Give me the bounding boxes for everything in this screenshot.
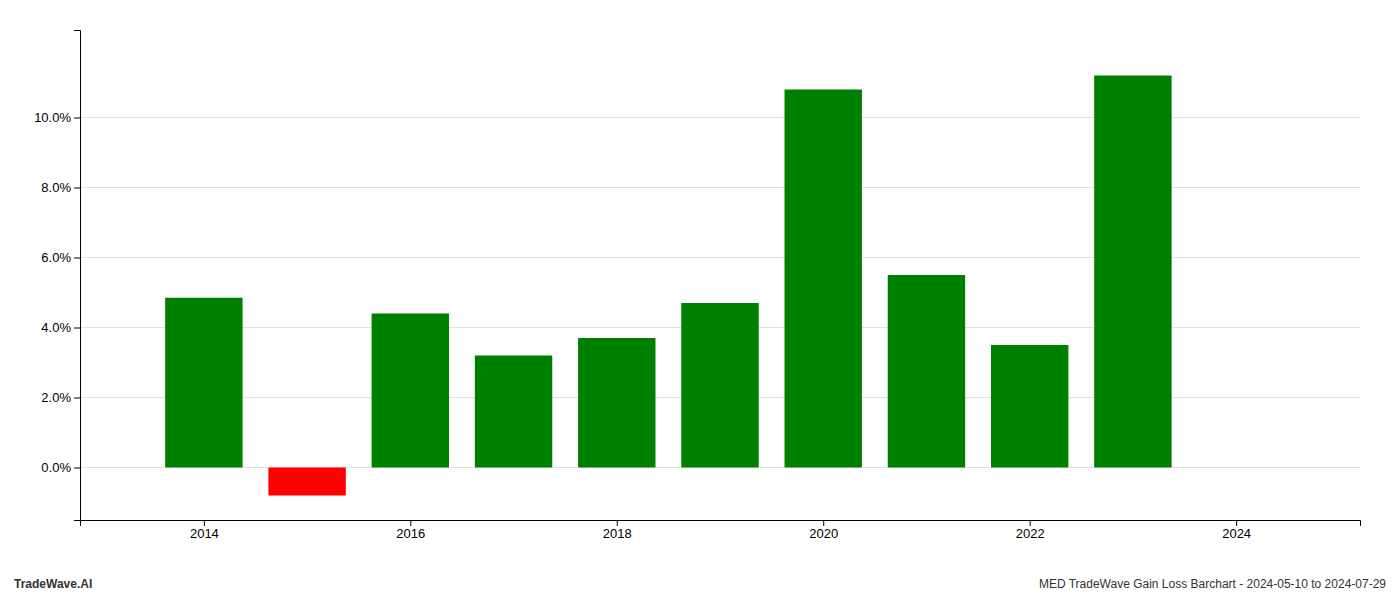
- x-tick: 2018: [603, 520, 632, 541]
- x-tick-label: 2016: [396, 526, 425, 541]
- y-tick-mark: [74, 258, 80, 259]
- x-tick-label: 2022: [1016, 526, 1045, 541]
- x-tick-label: 2014: [190, 526, 219, 541]
- bar: [1094, 76, 1171, 468]
- plot-area: 0.0% 2.0% 4.0% 6.0% 8.0% 10.0% 2014 2016 2018 202…: [34, 31, 1360, 542]
- y-tick-mark: [74, 468, 80, 469]
- bars: [165, 76, 1171, 496]
- x-axis-line: [81, 521, 1361, 527]
- bar: [785, 90, 862, 468]
- y-tick-mark: [74, 398, 80, 399]
- y-tick-mark: [74, 188, 80, 189]
- footer-right: MED TradeWave Gain Loss Barchart - 2024-…: [1039, 577, 1386, 591]
- x-tick-mark: [410, 520, 411, 526]
- x-tick-mark: [1030, 520, 1031, 526]
- y-tick-label: 0.0%: [41, 460, 71, 475]
- y-tick-label: 10.0%: [34, 110, 71, 125]
- y-tick: 10.0%: [34, 110, 80, 125]
- y-tick-mark: [74, 328, 80, 329]
- x-tick: 2024: [1222, 520, 1251, 541]
- bar: [681, 303, 758, 468]
- y-axis-line: [74, 31, 81, 521]
- y-tick: 6.0%: [41, 250, 80, 265]
- x-tick-label: 2020: [809, 526, 838, 541]
- x-tick-mark: [823, 520, 824, 526]
- chart-svg: 0.0% 2.0% 4.0% 6.0% 8.0% 10.0% 2014 2016 2018 202…: [0, 0, 1400, 600]
- x-axis: 2014 2016 2018 2020 2022 2024: [81, 520, 1361, 541]
- y-tick-mark: [74, 118, 80, 119]
- x-tick: 2020: [809, 520, 838, 541]
- y-tick-label: 6.0%: [41, 250, 71, 265]
- bar: [578, 338, 655, 468]
- y-tick: 2.0%: [41, 390, 80, 405]
- bar: [991, 345, 1068, 468]
- bar: [372, 314, 449, 468]
- x-tick: 2016: [396, 520, 425, 541]
- y-tick-label: 2.0%: [41, 390, 71, 405]
- x-tick-label: 2024: [1222, 526, 1251, 541]
- x-tick-mark: [1236, 520, 1237, 526]
- y-tick: 0.0%: [41, 460, 80, 475]
- x-tick-mark: [617, 520, 618, 526]
- x-tick-label: 2018: [603, 526, 632, 541]
- x-tick: 2014: [190, 520, 219, 541]
- y-tick-label: 4.0%: [41, 320, 71, 335]
- bar: [165, 298, 242, 468]
- x-tick-mark: [204, 520, 205, 526]
- bar: [268, 468, 345, 496]
- bar: [888, 275, 965, 468]
- x-tick: 2022: [1016, 520, 1045, 541]
- y-tick: 8.0%: [41, 180, 80, 195]
- y-axis: 0.0% 2.0% 4.0% 6.0% 8.0% 10.0%: [34, 31, 80, 521]
- bar: [475, 356, 552, 468]
- footer-left: TradeWave.AI: [14, 577, 92, 591]
- y-tick-label: 8.0%: [41, 180, 71, 195]
- y-tick: 4.0%: [41, 320, 80, 335]
